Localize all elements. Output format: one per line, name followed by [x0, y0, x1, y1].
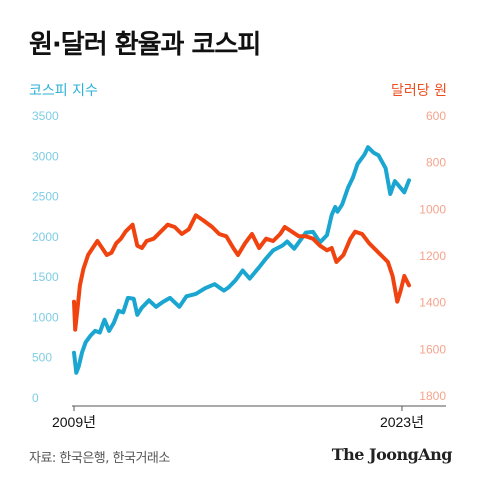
right-tick-label: 1600: [419, 342, 446, 356]
right-tick-label: 600: [426, 109, 446, 123]
right-tick-label: 1400: [419, 296, 446, 310]
right-tick-label: 800: [426, 156, 446, 170]
right-axis-label: 달러당 원: [391, 83, 447, 99]
x-tick-label: 2023년: [380, 414, 424, 430]
kospi-series-line: [72, 145, 411, 375]
left-tick-label: 1500: [32, 270, 59, 284]
left-tick-label: 2500: [32, 190, 59, 204]
left-axis-label: 코스피 지수: [29, 83, 98, 99]
left-tick-label: 2000: [32, 230, 59, 244]
right-tick-label: 1000: [419, 202, 446, 216]
source-note: 자료: 한국은행, 한국거래소: [29, 451, 170, 466]
left-tick-label: 3500: [32, 109, 59, 123]
brand-logo: The JoongAng: [331, 445, 453, 464]
chart-plot: 3500 3000 2500 2000 1500 1000 500 0 600 800 1000 12…: [32, 109, 446, 430]
chart-title: 원·달러 환율과 코스피: [29, 30, 261, 60]
left-tick-label: 1000: [32, 310, 59, 324]
right-tick-label: 1800: [419, 389, 446, 403]
krw-series-line: [72, 213, 411, 332]
x-tick-label: 2009년: [52, 414, 96, 430]
left-tick-label: 0: [32, 391, 39, 405]
right-tick-label: 1200: [419, 249, 446, 263]
left-tick-label: 3000: [32, 149, 59, 163]
left-tick-label: 500: [32, 351, 52, 365]
